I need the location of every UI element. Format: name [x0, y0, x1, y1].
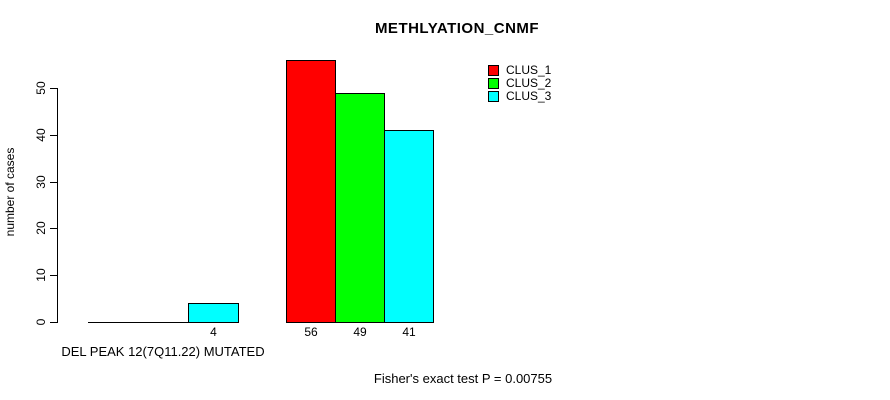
y-tick-label: 0	[34, 318, 48, 326]
legend-label: CLUS_3	[506, 89, 552, 103]
fisher-test-annotation: Fisher's exact test P = 0.00755	[373, 371, 553, 386]
bar-clus_1	[286, 60, 336, 323]
legend-item-clus_2: CLUS_2	[488, 77, 551, 90]
y-tick-label: 30	[34, 175, 48, 189]
bar-clus_3	[384, 130, 434, 323]
legend-label: CLUS_2	[506, 76, 552, 90]
y-tick-mark	[50, 182, 57, 183]
legend-swatch	[488, 65, 499, 76]
bar-zero-clus_1	[88, 322, 139, 323]
y-tick-mark	[50, 88, 57, 89]
legend-item-clus_3: CLUS_3	[488, 90, 551, 103]
y-axis-label: number of cases	[3, 147, 17, 237]
y-tick-mark	[50, 228, 57, 229]
y-tick-label: 50	[34, 81, 48, 95]
x-group-label: DEL PEAK 12(7Q11.22) MUTATED	[61, 344, 265, 359]
y-tick-label: 10	[34, 268, 48, 282]
bar-value-label: 49	[353, 325, 367, 339]
bar-value-label: 41	[402, 325, 416, 339]
chart-title: METHLYATION_CNMF	[374, 20, 540, 37]
legend-item-clus_1: CLUS_1	[488, 64, 551, 77]
y-axis-line	[57, 88, 58, 323]
legend: CLUS_1 CLUS_2 CLUS_3	[488, 64, 551, 103]
bar-zero-clus_2	[138, 322, 189, 323]
legend-label: CLUS_1	[506, 63, 552, 77]
bar-value-label: 56	[304, 325, 318, 339]
legend-swatch	[488, 78, 499, 89]
y-tick-mark	[50, 322, 57, 323]
y-tick-label: 20	[34, 221, 48, 235]
y-tick-label: 40	[34, 128, 48, 142]
bar-value-label: 4	[210, 325, 217, 339]
legend-swatch	[488, 91, 499, 102]
bar-clus_2	[335, 93, 385, 323]
y-tick-mark	[50, 275, 57, 276]
bar-clus_3	[188, 303, 239, 323]
y-tick-mark	[50, 135, 57, 136]
